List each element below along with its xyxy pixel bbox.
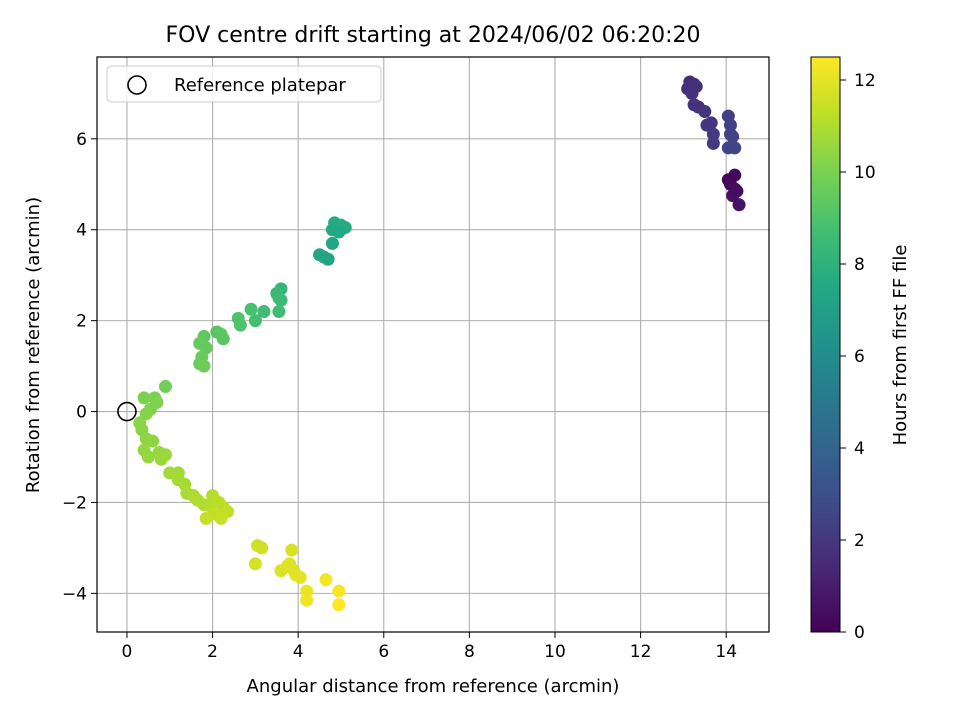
- data-point: [285, 543, 299, 557]
- colorbar-tick-label: 6: [854, 347, 865, 367]
- colorbar-tick-label: 12: [854, 71, 876, 91]
- data-point: [272, 305, 286, 319]
- x-tick-label: 10: [544, 642, 566, 662]
- data-point: [321, 252, 335, 266]
- data-point: [139, 407, 153, 421]
- data-point: [214, 511, 228, 525]
- y-axis-label: Rotation from reference (arcmin): [23, 197, 44, 493]
- data-point: [255, 541, 269, 555]
- data-point: [706, 136, 720, 150]
- data-point: [706, 127, 720, 141]
- x-tick-label: 2: [207, 642, 218, 662]
- data-point: [300, 593, 314, 607]
- data-point: [244, 302, 258, 316]
- data-point: [199, 511, 213, 525]
- data-point: [325, 223, 339, 237]
- y-tick-label: 6: [76, 130, 87, 150]
- x-tick-label: 14: [715, 642, 737, 662]
- colorbar-tick-label: 0: [854, 623, 865, 643]
- colorbar-tick-label: 2: [854, 531, 865, 551]
- x-tick-label: 6: [378, 642, 389, 662]
- legend-marker-icon: [127, 75, 147, 95]
- x-tick-label: 8: [464, 642, 475, 662]
- data-point: [730, 184, 744, 198]
- x-tick-label: 4: [293, 642, 304, 662]
- x-axis-ticks: 0 2 4 6 8 10 12 14: [122, 632, 737, 662]
- data-point: [137, 391, 151, 405]
- legend: Reference platepar: [106, 65, 382, 103]
- y-tick-label: 4: [76, 221, 87, 241]
- y-tick-label: −4: [62, 584, 87, 604]
- data-point: [332, 598, 346, 612]
- data-point: [728, 141, 742, 155]
- data-point: [274, 293, 288, 307]
- data-point: [158, 380, 172, 394]
- data-point: [723, 118, 737, 132]
- data-point: [698, 105, 712, 119]
- data-point: [293, 570, 307, 584]
- colorbar-ticks: 0 2 4 6 8 10 12: [840, 71, 876, 643]
- data-point: [141, 450, 155, 464]
- colorbar-tick-label: 8: [854, 255, 865, 275]
- x-tick-label: 12: [630, 642, 652, 662]
- colorbar-tick-label: 10: [854, 163, 876, 183]
- data-points: [133, 75, 746, 612]
- data-point: [319, 573, 333, 587]
- data-point: [248, 557, 262, 571]
- grid: [97, 57, 769, 632]
- legend-box: [106, 65, 382, 103]
- y-axis-ticks: −4 −2 0 2 4 6: [62, 130, 97, 604]
- chart-title: FOV centre drift starting at 2024/06/02 …: [166, 23, 701, 48]
- data-point: [146, 434, 160, 448]
- data-point: [325, 236, 339, 250]
- data-point: [197, 359, 211, 373]
- y-tick-label: −2: [62, 493, 87, 513]
- x-tick-label: 0: [122, 642, 133, 662]
- data-point: [732, 198, 746, 212]
- x-axis-label: Angular distance from reference (arcmin): [247, 676, 620, 697]
- data-point: [685, 86, 699, 100]
- colorbar-gradient: [810, 56, 841, 633]
- reference-point-marker: [117, 401, 137, 422]
- data-point: [248, 314, 262, 328]
- colorbar-tick-label: 4: [854, 439, 865, 459]
- data-point: [257, 305, 271, 319]
- y-tick-label: 2: [76, 312, 87, 332]
- data-point: [233, 318, 247, 332]
- data-point: [300, 584, 314, 598]
- y-tick-label: 0: [76, 403, 87, 423]
- legend-entry-reference-platepar: Reference platepar: [174, 75, 346, 96]
- data-point: [704, 116, 718, 130]
- colorbar: 0 2 4 6 8 10 12 Hours from first FF file: [810, 56, 911, 643]
- data-point: [726, 130, 740, 144]
- data-point: [158, 448, 172, 462]
- colorbar-label: Hours from first FF file: [890, 245, 911, 446]
- data-point: [332, 584, 346, 598]
- plot-frame: [96, 56, 770, 633]
- data-point: [216, 332, 230, 346]
